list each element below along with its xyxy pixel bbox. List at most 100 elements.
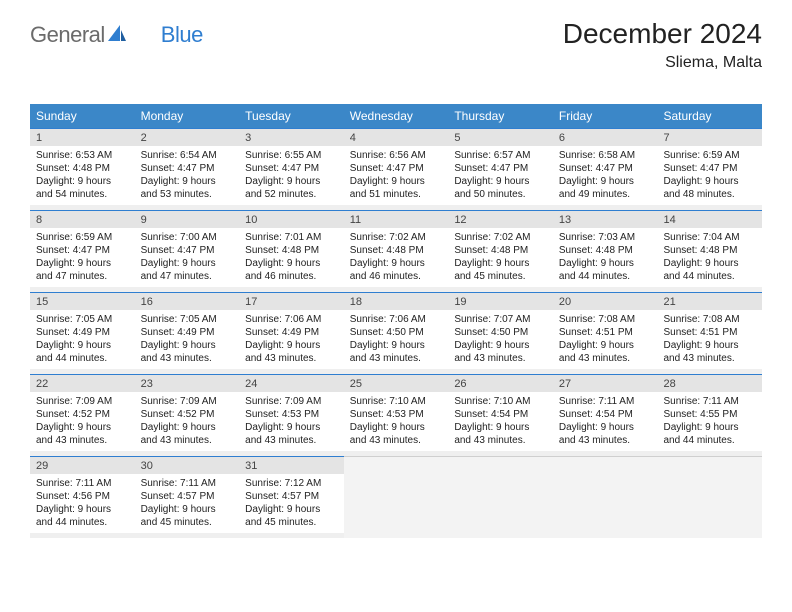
daylight-text: Daylight: 9 hours and 43 minutes. (245, 339, 338, 365)
sunrise-text: Sunrise: 6:56 AM (350, 149, 443, 162)
day-cell-18: 18Sunrise: 7:06 AMSunset: 4:50 PMDayligh… (344, 292, 449, 374)
sunset-text: Sunset: 4:53 PM (245, 408, 338, 421)
day-cell-7: 7Sunrise: 6:59 AMSunset: 4:47 PMDaylight… (657, 128, 762, 210)
day-body: Sunrise: 7:08 AMSunset: 4:51 PMDaylight:… (553, 310, 658, 369)
sunrise-text: Sunrise: 7:07 AM (454, 313, 547, 326)
weeks-container: 1Sunrise: 6:53 AMSunset: 4:48 PMDaylight… (30, 128, 762, 538)
daylight-text: Daylight: 9 hours and 43 minutes. (350, 421, 443, 447)
day-number: 14 (657, 211, 762, 228)
day-number: 18 (344, 293, 449, 310)
sunrise-text: Sunrise: 7:02 AM (350, 231, 443, 244)
sunrise-text: Sunrise: 7:08 AM (663, 313, 756, 326)
day-cell-5: 5Sunrise: 6:57 AMSunset: 4:47 PMDaylight… (448, 128, 553, 210)
day-body: Sunrise: 7:04 AMSunset: 4:48 PMDaylight:… (657, 228, 762, 287)
daylight-text: Daylight: 9 hours and 44 minutes. (36, 503, 129, 529)
sunrise-text: Sunrise: 7:12 AM (245, 477, 338, 490)
day-number: 30 (135, 457, 240, 474)
sunset-text: Sunset: 4:47 PM (350, 162, 443, 175)
day-body: Sunrise: 7:02 AMSunset: 4:48 PMDaylight:… (344, 228, 449, 287)
day-number: 11 (344, 211, 449, 228)
sunrise-text: Sunrise: 6:54 AM (141, 149, 234, 162)
dow-wednesday: Wednesday (344, 104, 449, 128)
daylight-text: Daylight: 9 hours and 44 minutes. (36, 339, 129, 365)
sunset-text: Sunset: 4:56 PM (36, 490, 129, 503)
sunrise-text: Sunrise: 6:57 AM (454, 149, 547, 162)
sunset-text: Sunset: 4:48 PM (663, 244, 756, 257)
week-row: 22Sunrise: 7:09 AMSunset: 4:52 PMDayligh… (30, 374, 762, 456)
sunrise-text: Sunrise: 6:53 AM (36, 149, 129, 162)
week-row: 15Sunrise: 7:05 AMSunset: 4:49 PMDayligh… (30, 292, 762, 374)
daylight-text: Daylight: 9 hours and 43 minutes. (559, 339, 652, 365)
daylight-text: Daylight: 9 hours and 47 minutes. (36, 257, 129, 283)
day-cell-26: 26Sunrise: 7:10 AMSunset: 4:54 PMDayligh… (448, 374, 553, 456)
day-number: 26 (448, 375, 553, 392)
daylight-text: Daylight: 9 hours and 43 minutes. (36, 421, 129, 447)
day-number: 4 (344, 129, 449, 146)
sunset-text: Sunset: 4:47 PM (559, 162, 652, 175)
day-cell-31: 31Sunrise: 7:12 AMSunset: 4:57 PMDayligh… (239, 456, 344, 538)
day-cell-4: 4Sunrise: 6:56 AMSunset: 4:47 PMDaylight… (344, 128, 449, 210)
day-number: 3 (239, 129, 344, 146)
daylight-text: Daylight: 9 hours and 43 minutes. (454, 339, 547, 365)
day-cell-23: 23Sunrise: 7:09 AMSunset: 4:52 PMDayligh… (135, 374, 240, 456)
day-body: Sunrise: 6:59 AMSunset: 4:47 PMDaylight:… (30, 228, 135, 287)
day-empty (657, 456, 762, 538)
day-body: Sunrise: 6:56 AMSunset: 4:47 PMDaylight:… (344, 146, 449, 205)
day-number: 1 (30, 129, 135, 146)
daylight-text: Daylight: 9 hours and 51 minutes. (350, 175, 443, 201)
day-body: Sunrise: 7:09 AMSunset: 4:52 PMDaylight:… (135, 392, 240, 451)
sunset-text: Sunset: 4:49 PM (245, 326, 338, 339)
day-body: Sunrise: 7:09 AMSunset: 4:52 PMDaylight:… (30, 392, 135, 451)
day-number: 28 (657, 375, 762, 392)
daylight-text: Daylight: 9 hours and 52 minutes. (245, 175, 338, 201)
sunrise-text: Sunrise: 7:11 AM (141, 477, 234, 490)
day-body: Sunrise: 7:09 AMSunset: 4:53 PMDaylight:… (239, 392, 344, 451)
dow-saturday: Saturday (657, 104, 762, 128)
sunrise-text: Sunrise: 7:09 AM (245, 395, 338, 408)
sunset-text: Sunset: 4:48 PM (245, 244, 338, 257)
dow-monday: Monday (135, 104, 240, 128)
sunrise-text: Sunrise: 6:58 AM (559, 149, 652, 162)
location-label: Sliema, Malta (563, 54, 762, 72)
day-cell-30: 30Sunrise: 7:11 AMSunset: 4:57 PMDayligh… (135, 456, 240, 538)
day-cell-1: 1Sunrise: 6:53 AMSunset: 4:48 PMDaylight… (30, 128, 135, 210)
daylight-text: Daylight: 9 hours and 49 minutes. (559, 175, 652, 201)
day-body: Sunrise: 6:55 AMSunset: 4:47 PMDaylight:… (239, 146, 344, 205)
sunrise-text: Sunrise: 7:11 AM (663, 395, 756, 408)
day-cell-27: 27Sunrise: 7:11 AMSunset: 4:54 PMDayligh… (553, 374, 658, 456)
brand-logo: General Blue (30, 22, 203, 48)
day-number: 31 (239, 457, 344, 474)
sunset-text: Sunset: 4:51 PM (663, 326, 756, 339)
sunset-text: Sunset: 4:47 PM (141, 162, 234, 175)
day-body: Sunrise: 7:02 AMSunset: 4:48 PMDaylight:… (448, 228, 553, 287)
day-body: Sunrise: 7:10 AMSunset: 4:54 PMDaylight:… (448, 392, 553, 451)
daylight-text: Daylight: 9 hours and 43 minutes. (559, 421, 652, 447)
brand-text-general: General (30, 22, 105, 48)
sunset-text: Sunset: 4:52 PM (36, 408, 129, 421)
sunset-text: Sunset: 4:54 PM (454, 408, 547, 421)
sunset-text: Sunset: 4:48 PM (350, 244, 443, 257)
day-cell-24: 24Sunrise: 7:09 AMSunset: 4:53 PMDayligh… (239, 374, 344, 456)
day-empty (448, 456, 553, 538)
day-cell-2: 2Sunrise: 6:54 AMSunset: 4:47 PMDaylight… (135, 128, 240, 210)
sunset-text: Sunset: 4:49 PM (36, 326, 129, 339)
sunrise-text: Sunrise: 6:59 AM (36, 231, 129, 244)
sunrise-text: Sunrise: 6:59 AM (663, 149, 756, 162)
day-of-week-row: SundayMondayTuesdayWednesdayThursdayFrid… (30, 104, 762, 128)
day-body: Sunrise: 7:00 AMSunset: 4:47 PMDaylight:… (135, 228, 240, 287)
daylight-text: Daylight: 9 hours and 54 minutes. (36, 175, 129, 201)
day-number: 23 (135, 375, 240, 392)
dow-friday: Friday (553, 104, 658, 128)
day-body: Sunrise: 7:03 AMSunset: 4:48 PMDaylight:… (553, 228, 658, 287)
day-number: 17 (239, 293, 344, 310)
day-body: Sunrise: 6:58 AMSunset: 4:47 PMDaylight:… (553, 146, 658, 205)
day-cell-9: 9Sunrise: 7:00 AMSunset: 4:47 PMDaylight… (135, 210, 240, 292)
day-number: 13 (553, 211, 658, 228)
daylight-text: Daylight: 9 hours and 43 minutes. (454, 421, 547, 447)
day-body: Sunrise: 7:08 AMSunset: 4:51 PMDaylight:… (657, 310, 762, 369)
day-cell-8: 8Sunrise: 6:59 AMSunset: 4:47 PMDaylight… (30, 210, 135, 292)
daylight-text: Daylight: 9 hours and 44 minutes. (559, 257, 652, 283)
day-number: 7 (657, 129, 762, 146)
day-body: Sunrise: 6:53 AMSunset: 4:48 PMDaylight:… (30, 146, 135, 205)
sunset-text: Sunset: 4:50 PM (454, 326, 547, 339)
